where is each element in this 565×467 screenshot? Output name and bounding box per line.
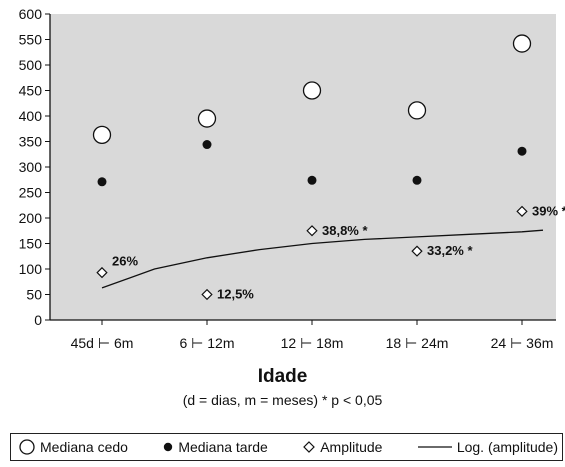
y-tick-label: 350 bbox=[19, 134, 43, 150]
chart: 0 50 100 150 200 250 300 350 400 450 500 550 600 45d… bbox=[19, 6, 565, 351]
y-axis: 0 50 100 150 200 250 300 350 400 450 500 550 600 bbox=[19, 6, 51, 328]
y-tick-label: 550 bbox=[19, 32, 43, 48]
y-tick-label: 600 bbox=[19, 6, 43, 22]
y-tick-label: 300 bbox=[19, 159, 43, 175]
point-amplitude bbox=[411, 245, 423, 257]
data-label-amplitude: 33,2% * bbox=[427, 243, 473, 258]
y-tick-label: 250 bbox=[19, 185, 43, 201]
x-tick-label: 6 ⊢ 12m bbox=[180, 335, 235, 351]
point-amplitude bbox=[201, 288, 213, 301]
axis-note: (d = dias, m = meses) * p < 0,05 bbox=[182, 392, 383, 408]
legend-item-log-amplitude: Log. (amplitude) bbox=[417, 439, 558, 455]
x-axis-title: Idade bbox=[257, 366, 308, 387]
data-label-amplitude: 39% * bbox=[532, 203, 565, 218]
point-amplitude bbox=[516, 205, 528, 218]
legend-label: Amplitude bbox=[320, 439, 383, 455]
point-mediana-tarde bbox=[307, 175, 317, 185]
point-mediana-cedo bbox=[92, 125, 112, 145]
y-tick-label: 200 bbox=[19, 210, 43, 226]
legend-label: Log. (amplitude) bbox=[456, 439, 558, 455]
legend: Mediana cedo Mediana tarde Amplitude Log… bbox=[10, 433, 563, 461]
y-tick-label: 450 bbox=[19, 83, 43, 99]
data-label-amplitude: 38,8% * bbox=[322, 223, 368, 238]
x-tick-label: 18 ⊢ 24m bbox=[386, 335, 449, 351]
x-tick-label: 45d ⊢ 6m bbox=[71, 335, 134, 351]
point-mediana-tarde bbox=[202, 140, 212, 150]
x-axis: 45d ⊢ 6m 6 ⊢ 12m 12 ⊢ 18m 18 ⊢ 24m 24 ⊢ 36m bbox=[50, 319, 556, 351]
legend-label: Mediana tarde bbox=[178, 439, 268, 455]
data-marks bbox=[92, 34, 544, 301]
point-amplitude bbox=[306, 225, 318, 237]
y-tick-label: 400 bbox=[19, 108, 43, 124]
point-mediana-cedo bbox=[302, 81, 322, 100]
point-mediana-cedo bbox=[197, 109, 217, 128]
y-tick-label: 500 bbox=[19, 57, 43, 73]
legend-item-mediana-cedo: Mediana cedo bbox=[19, 439, 128, 455]
x-tick-label: 24 ⊢ 36m bbox=[491, 335, 554, 351]
y-tick-label: 150 bbox=[19, 236, 43, 252]
point-mediana-cedo bbox=[512, 34, 532, 53]
open-diamond-icon bbox=[303, 441, 316, 453]
point-mediana-tarde bbox=[517, 146, 527, 156]
line-icon bbox=[417, 446, 452, 448]
legend-label: Mediana cedo bbox=[40, 439, 128, 455]
point-mediana-tarde bbox=[97, 177, 107, 187]
x-tick-label: 12 ⊢ 18m bbox=[281, 335, 344, 351]
point-mediana-tarde bbox=[412, 175, 422, 185]
y-tick-label: 100 bbox=[19, 261, 43, 277]
y-tick-label: 0 bbox=[34, 312, 42, 328]
point-mediana-cedo bbox=[407, 101, 427, 120]
data-label-amplitude: 26% bbox=[112, 254, 138, 269]
legend-item-amplitude: Amplitude bbox=[303, 439, 382, 455]
data-labels: 26% 12,5% 38,8% * 33,2% * 39% * bbox=[112, 203, 565, 301]
filled-circle-icon bbox=[164, 442, 173, 452]
legend-item-mediana-tarde: Mediana tarde bbox=[163, 439, 268, 455]
open-circle-icon bbox=[19, 439, 35, 455]
point-amplitude bbox=[96, 266, 108, 279]
trend-line bbox=[101, 229, 544, 289]
y-tick-label: 50 bbox=[26, 287, 42, 303]
data-label-amplitude: 12,5% bbox=[217, 287, 254, 302]
plot-area bbox=[50, 14, 556, 320]
